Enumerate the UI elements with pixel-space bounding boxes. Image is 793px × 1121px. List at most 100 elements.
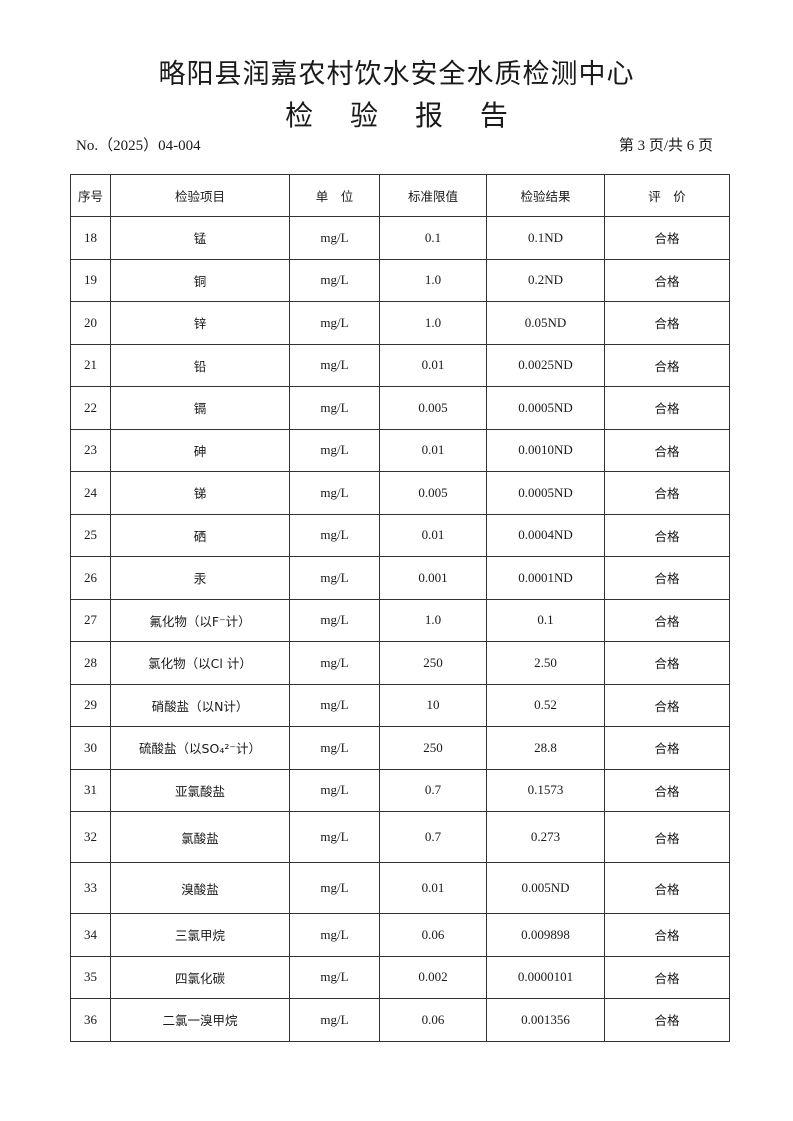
unit-cell: mg/L <box>289 913 380 957</box>
row-number-cell: 31 <box>70 768 111 812</box>
evaluation-cell: 合格 <box>604 301 730 345</box>
table-row: 36 二氯一溴甲烷 mg/L 0.06 0.001356 合格 <box>70 998 730 1042</box>
unit-cell: mg/L <box>289 471 380 515</box>
evaluation-cell: 合格 <box>604 386 730 430</box>
row-number-cell: 35 <box>70 955 111 999</box>
unit-cell: mg/L <box>289 216 380 260</box>
row-number-cell: 19 <box>70 258 111 302</box>
standard-limit-cell: 250 <box>379 641 487 685</box>
unit-cell: mg/L <box>289 386 380 430</box>
table-row: 19 铜 mg/L 1.0 0.2ND 合格 <box>70 258 730 302</box>
test-result-cell: 0.1ND <box>486 216 605 260</box>
row-number-cell: 26 <box>70 556 111 600</box>
test-item-cell: 三氯甲烷 <box>110 913 290 957</box>
evaluation-cell: 合格 <box>604 513 730 557</box>
test-result-cell: 0.2ND <box>486 258 605 302</box>
standard-limit-cell: 1.0 <box>379 258 487 302</box>
test-result-cell: 0.1 <box>486 598 605 642</box>
row-number-cell: 30 <box>70 726 111 770</box>
test-item-cell: 锑 <box>110 471 290 515</box>
test-item-cell: 铜 <box>110 258 290 302</box>
table-row: 26 汞 mg/L 0.001 0.0001ND 合格 <box>70 556 730 600</box>
table-header-row: 序号 检验项目 单 位 标准限值 检验结果 评 价 <box>70 174 730 217</box>
unit-cell: mg/L <box>289 343 380 387</box>
table-row: 31 亚氯酸盐 mg/L 0.7 0.1573 合格 <box>70 768 730 812</box>
evaluation-cell: 合格 <box>604 641 730 685</box>
standard-limit-cell: 10 <box>379 683 487 727</box>
table-row: 32 氯酸盐 mg/L 0.7 0.273 合格 <box>70 811 730 863</box>
table-row: 29 硝酸盐（以N计） mg/L 10 0.52 合格 <box>70 683 730 727</box>
test-result-cell: 0.52 <box>486 683 605 727</box>
row-number-cell: 36 <box>70 998 111 1042</box>
test-result-cell: 0.001356 <box>486 998 605 1042</box>
test-result-cell: 0.1573 <box>486 768 605 812</box>
column-header-result: 检验结果 <box>486 174 605 217</box>
test-result-cell: 0.0000101 <box>486 955 605 999</box>
unit-cell: mg/L <box>289 301 380 345</box>
test-result-cell: 0.0025ND <box>486 343 605 387</box>
table-row: 21 铅 mg/L 0.01 0.0025ND 合格 <box>70 343 730 387</box>
test-result-cell: 0.0005ND <box>486 386 605 430</box>
test-item-cell: 硫酸盐（以SO₄²⁻计） <box>110 726 290 770</box>
unit-cell: mg/L <box>289 768 380 812</box>
standard-limit-cell: 0.7 <box>379 768 487 812</box>
unit-cell: mg/L <box>289 726 380 770</box>
test-item-cell: 锰 <box>110 216 290 260</box>
test-result-cell: 0.0010ND <box>486 428 605 472</box>
standard-limit-cell: 0.005 <box>379 386 487 430</box>
test-result-cell: 0.009898 <box>486 913 605 957</box>
table-row: 35 四氯化碳 mg/L 0.002 0.0000101 合格 <box>70 955 730 999</box>
unit-cell: mg/L <box>289 513 380 557</box>
evaluation-cell: 合格 <box>604 683 730 727</box>
table-row: 22 镉 mg/L 0.005 0.0005ND 合格 <box>70 386 730 430</box>
test-item-cell: 氯酸盐 <box>110 811 290 863</box>
evaluation-cell: 合格 <box>604 955 730 999</box>
evaluation-cell: 合格 <box>604 913 730 957</box>
column-header-evaluation: 评 价 <box>604 174 730 217</box>
standard-limit-cell: 250 <box>379 726 487 770</box>
table-row: 30 硫酸盐（以SO₄²⁻计） mg/L 250 28.8 合格 <box>70 726 730 770</box>
test-item-cell: 铅 <box>110 343 290 387</box>
row-number-cell: 20 <box>70 301 111 345</box>
test-result-cell: 0.005ND <box>486 862 605 914</box>
table-row: 33 溴酸盐 mg/L 0.01 0.005ND 合格 <box>70 862 730 914</box>
standard-limit-cell: 0.06 <box>379 998 487 1042</box>
unit-cell: mg/L <box>289 428 380 472</box>
row-number-cell: 21 <box>70 343 111 387</box>
standard-limit-cell: 0.001 <box>379 556 487 600</box>
evaluation-cell: 合格 <box>604 471 730 515</box>
evaluation-cell: 合格 <box>604 862 730 914</box>
test-item-cell: 氯化物（以Cl 计） <box>110 641 290 685</box>
table-row: 23 砷 mg/L 0.01 0.0010ND 合格 <box>70 428 730 472</box>
test-item-cell: 镉 <box>110 386 290 430</box>
unit-cell: mg/L <box>289 641 380 685</box>
standard-limit-cell: 0.01 <box>379 513 487 557</box>
evaluation-cell: 合格 <box>604 598 730 642</box>
organization-name: 略阳县润嘉农村饮水安全水质检测中心 <box>158 59 635 90</box>
test-result-cell: 0.0005ND <box>486 471 605 515</box>
page-info: 第 3 页/共 6 页 <box>618 138 713 154</box>
column-header-limit: 标准限值 <box>379 174 487 217</box>
test-result-cell: 0.0001ND <box>486 556 605 600</box>
test-item-cell: 亚氯酸盐 <box>110 768 290 812</box>
test-item-cell: 硝酸盐（以N计） <box>110 683 290 727</box>
row-number-cell: 28 <box>70 641 111 685</box>
table-row: 20 锌 mg/L 1.0 0.05ND 合格 <box>70 301 730 345</box>
test-item-cell: 二氯一溴甲烷 <box>110 998 290 1042</box>
evaluation-cell: 合格 <box>604 811 730 863</box>
row-number-cell: 34 <box>70 913 111 957</box>
evaluation-cell: 合格 <box>604 343 730 387</box>
row-number-cell: 33 <box>70 862 111 914</box>
row-number-cell: 25 <box>70 513 111 557</box>
row-number-cell: 27 <box>70 598 111 642</box>
unit-cell: mg/L <box>289 955 380 999</box>
evaluation-cell: 合格 <box>604 768 730 812</box>
report-title: 检 验 报 告 <box>285 99 522 132</box>
test-result-cell: 0.0004ND <box>486 513 605 557</box>
standard-limit-cell: 0.01 <box>379 343 487 387</box>
evaluation-cell: 合格 <box>604 428 730 472</box>
standard-limit-cell: 0.005 <box>379 471 487 515</box>
table-row: 28 氯化物（以Cl 计） mg/L 250 2.50 合格 <box>70 641 730 685</box>
table-row: 34 三氯甲烷 mg/L 0.06 0.009898 合格 <box>70 913 730 957</box>
row-number-cell: 23 <box>70 428 111 472</box>
